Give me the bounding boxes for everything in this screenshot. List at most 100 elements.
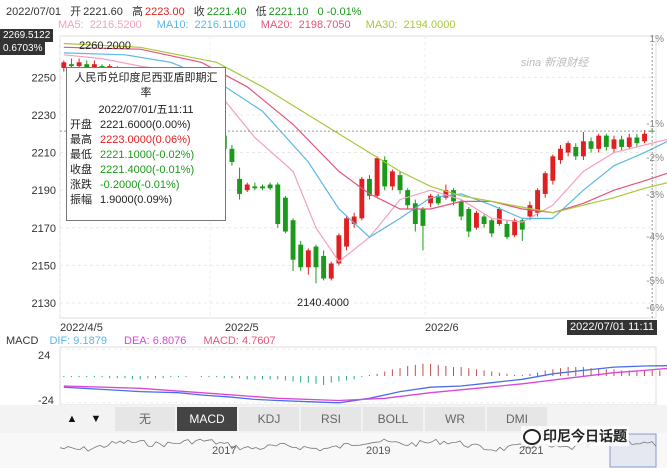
dif-legend: DIF: 9.1879 bbox=[49, 335, 107, 347]
dif-value: 9.1879 bbox=[73, 335, 107, 347]
tab-rsi[interactable]: RSI bbox=[301, 407, 361, 431]
candle-body bbox=[458, 201, 464, 217]
x-axis: 2022/4/5 2022/5 2022/6 bbox=[60, 322, 459, 334]
macd-bottom-tick: -24 bbox=[38, 395, 54, 407]
candle-body bbox=[374, 158, 380, 196]
candle-body bbox=[412, 203, 418, 224]
candle-body bbox=[282, 197, 288, 232]
quote-date: 2022/07/01 bbox=[6, 6, 62, 18]
candle-body bbox=[305, 250, 311, 268]
tab-none[interactable]: 无 bbox=[115, 407, 175, 431]
cursor-date-badge: 2022/07/01 11:11 bbox=[567, 320, 658, 335]
x-tick-label: 2022/5 bbox=[225, 322, 259, 334]
candle-body bbox=[344, 218, 349, 247]
pct-tick-label: -3% bbox=[646, 190, 664, 201]
percent-axis: 1% -1% -2% -3% -4% -5% -6% bbox=[646, 34, 664, 314]
tab-boll[interactable]: BOLL bbox=[363, 407, 423, 431]
ma20-legend: MA20: 2198.7050 bbox=[261, 19, 357, 31]
y-axis: 2250 2230 2210 2190 2170 2150 2130 bbox=[32, 72, 56, 310]
candle-body bbox=[275, 184, 281, 224]
tooltip-row: 收盘 2221.4000(-0.01%) bbox=[67, 163, 225, 178]
y-tick-label: 2170 bbox=[32, 223, 56, 235]
candle-body bbox=[267, 184, 273, 189]
candle-body bbox=[237, 178, 243, 194]
y-tick-label: 2250 bbox=[32, 72, 56, 84]
candle-body bbox=[626, 137, 632, 147]
candle-body bbox=[69, 64, 74, 67]
candle-body bbox=[527, 205, 533, 217]
sina-logo-text: sina 新浪财经 bbox=[521, 57, 589, 69]
low-annotation: 2140.4000 bbox=[297, 297, 349, 309]
candle-body bbox=[496, 208, 502, 224]
close-label: 收 bbox=[193, 6, 205, 18]
candle-body bbox=[466, 208, 472, 232]
pct-tick-label: -1% bbox=[646, 119, 664, 130]
sina-logo: sina 新浪财经 bbox=[521, 54, 588, 70]
pct-tick-label: -4% bbox=[646, 232, 664, 243]
tooltip-row: 最低 2221.1000(-0.02%) bbox=[67, 148, 225, 163]
candle-body bbox=[244, 184, 250, 191]
ma30-legend: MA30: 2194.0000 bbox=[366, 19, 462, 31]
ma10-label: MA10: bbox=[156, 19, 189, 31]
candle-body bbox=[382, 160, 388, 187]
ma10-value: 2216.1100 bbox=[194, 19, 246, 31]
ma30-label: MA30: bbox=[365, 19, 398, 31]
candle-body bbox=[61, 62, 67, 68]
tooltip-time: 2022/07/01/五11:11 bbox=[98, 104, 194, 116]
close-value: 2221.40 bbox=[206, 6, 247, 18]
candle-body bbox=[504, 224, 510, 238]
candle-body bbox=[642, 133, 647, 142]
tooltip-title: 人民币兑印度尼西亚盾即期汇率 bbox=[74, 72, 218, 99]
tab-wr[interactable]: WR bbox=[425, 407, 485, 431]
candle-body bbox=[397, 175, 403, 191]
candle-body bbox=[443, 190, 449, 198]
dea-value: 6.8076 bbox=[152, 335, 187, 347]
candle-body bbox=[313, 246, 319, 268]
scroll-right-button[interactable]: ▼ bbox=[90, 413, 102, 425]
change-value: 0 -0.01% bbox=[317, 6, 362, 18]
scroll-left-button[interactable]: ▲ bbox=[66, 413, 78, 425]
open-label: 开 bbox=[70, 6, 82, 18]
candle-body bbox=[573, 146, 579, 157]
x-tick-label: 2022/4/5 bbox=[60, 322, 103, 334]
macd-legend-value: MACD: 4.7607 bbox=[203, 335, 275, 347]
tooltip-row: 最高 2223.0000(0.06%) bbox=[67, 133, 225, 148]
ma10-legend: MA10: 2216.1100 bbox=[157, 19, 252, 31]
candle-body bbox=[359, 178, 365, 219]
candle-body bbox=[550, 156, 556, 181]
macd-legend: MACD DIF: 9.1879 DEA: 6.8076 MACD: 4.760… bbox=[6, 335, 276, 347]
ma30-value: 2194.0000 bbox=[403, 19, 456, 31]
candle-body bbox=[336, 235, 342, 264]
nav-year-2021: 2021 bbox=[519, 445, 544, 457]
y-tick-label: 2190 bbox=[32, 185, 56, 197]
tooltip-key: 振幅 bbox=[70, 194, 92, 206]
candle-body bbox=[298, 244, 304, 268]
candle-body bbox=[367, 178, 372, 196]
high-value: 2223.00 bbox=[144, 6, 185, 18]
low-label: 低 bbox=[255, 6, 267, 18]
tab-kdj[interactable]: KDJ bbox=[239, 407, 299, 431]
candle-body bbox=[619, 139, 625, 147]
candle-body bbox=[420, 208, 426, 226]
candle-body bbox=[91, 64, 97, 68]
tooltip-value: -0.2000(-0.01%) bbox=[100, 179, 180, 191]
tab-macd[interactable]: MACD bbox=[177, 407, 237, 431]
candle-body bbox=[596, 135, 602, 149]
candle-body bbox=[389, 171, 395, 187]
candle-body bbox=[84, 64, 90, 68]
candle-body bbox=[611, 139, 617, 149]
pct-tick-label: -2% bbox=[646, 153, 664, 164]
y-tick-label: 2210 bbox=[32, 148, 56, 160]
ma5-value: 2216.5200 bbox=[89, 19, 142, 31]
high-label: 高 bbox=[131, 6, 143, 18]
ma-legend: MA5: 2216.5200 MA10: 2216.1100 MA20: 2198.7… bbox=[58, 19, 467, 31]
candle-body bbox=[512, 220, 518, 236]
macd-label: MACD: bbox=[203, 335, 239, 347]
ma20-line bbox=[63, 46, 667, 214]
low-value: 2221.10 bbox=[268, 6, 309, 18]
candle-body bbox=[435, 195, 441, 204]
candle-body bbox=[603, 135, 609, 147]
tooltip-key: 最高 bbox=[70, 134, 92, 146]
macd-top-tick: 24 bbox=[38, 350, 51, 362]
